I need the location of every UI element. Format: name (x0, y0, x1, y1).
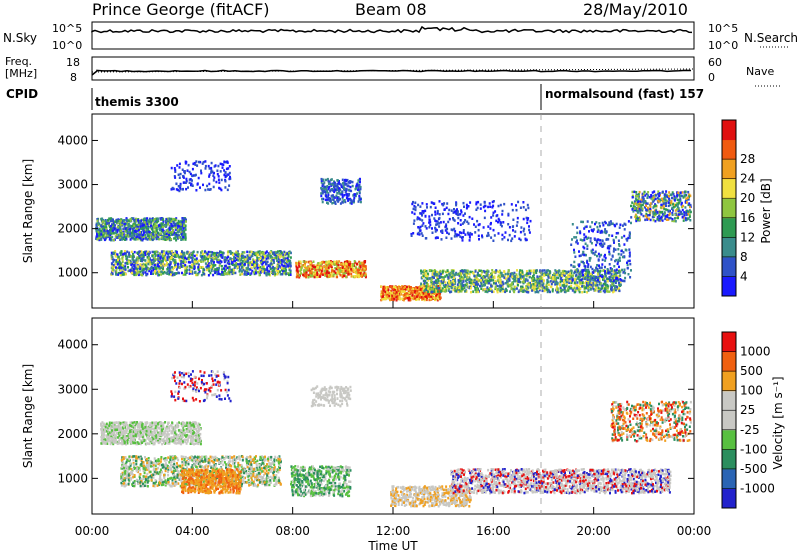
colorbar-swatch (722, 198, 736, 219)
colorbar-tick-label: 12 (740, 230, 755, 244)
beam-title: Beam 08 (355, 0, 427, 19)
power-ylabel: Slant Range [km] (21, 159, 35, 263)
y-tick-label: 2000 (57, 427, 88, 441)
freq-trace (91, 69, 692, 76)
velocity-data-cells (100, 370, 692, 508)
colorbar-tick-label: 100 (740, 384, 763, 398)
y-tick-label: 1000 (57, 266, 88, 280)
power-panel: 1000 2000 3000 4000 Slant Range [km] 4 8 12 16… (21, 113, 773, 309)
power-x-ticks (91, 301, 695, 308)
colorbar-swatch (722, 410, 736, 431)
velocity-ylabel: Slant Range [km] (21, 364, 35, 468)
x-tick-label: 20:00 (576, 524, 611, 538)
x-tick-label: 16:00 (476, 524, 511, 538)
colorbar-swatch (722, 449, 736, 470)
y-tick-label: 1000 (57, 471, 88, 485)
nsearch-tick-top: 10^5 (708, 22, 738, 35)
colorbar-swatch (722, 178, 736, 199)
nave-tick-top: 60 (708, 56, 722, 69)
nsky-tick-bottom: 10^0 (52, 39, 82, 52)
station-title: Prince George (fitACF) (92, 0, 270, 19)
power-colorbar-label: Power [dB] (759, 178, 773, 243)
nsearch-tick-bottom: 10^0 (708, 39, 738, 52)
y-tick-label: 4000 (57, 133, 88, 147)
velocity-colorbar-label: Velocity [m s⁻¹] (771, 376, 785, 469)
date-title: 28/May/2010 (583, 0, 688, 19)
x-tick-label: 00:00 (75, 524, 110, 538)
colorbar-tick-label: 4 (740, 269, 748, 283)
colorbar-swatch (722, 468, 736, 489)
colorbar-tick-label: -1000 (740, 481, 775, 495)
cpid-row: CPID themis 3300 normalsound (fast) 157 (6, 84, 704, 110)
y-tick-label: 3000 (57, 178, 88, 192)
colorbar-swatch (722, 429, 736, 450)
colorbar-swatch (722, 371, 736, 392)
colorbar-swatch (722, 237, 736, 258)
power-colorbar: 4 8 12 16 20 24 28 (721, 119, 755, 297)
x-tick-label: 12:00 (376, 524, 411, 538)
nsky-panel: N.Sky 10^5 10^0 N.Search 10^5 10^0 (3, 21, 798, 52)
power-y-axis: 1000 2000 3000 4000 (57, 133, 694, 280)
velocity-x-axis: 00:00 04:00 08:00 12:00 16:00 20:00 00:00 (75, 507, 712, 538)
colorbar-swatch (722, 217, 736, 238)
colorbar-swatch (722, 488, 736, 509)
x-tick-label: 04:00 (175, 524, 210, 538)
freq-tick-top: 18 (66, 56, 80, 69)
colorbar-tick-label: -500 (740, 462, 767, 476)
colorbar-swatch (722, 332, 736, 353)
y-tick-label: 4000 (57, 338, 88, 352)
x-tick-label: 00:00 (677, 524, 712, 538)
nsky-tick-top: 10^5 (52, 22, 82, 35)
colorbar-swatch (722, 256, 736, 277)
freq-panel: Freq. [MHz] 18 8 Nave 60 0 (5, 55, 780, 87)
colorbar-tick-label: 8 (740, 250, 748, 264)
colorbar-tick-label: -25 (740, 423, 760, 437)
nave-trace (91, 68, 695, 73)
colorbar-swatch (722, 120, 736, 141)
cpid-entry-2: normalsound (fast) 157 (545, 87, 704, 101)
y-tick-label: 3000 (57, 382, 88, 396)
nsky-label: N.Sky (3, 31, 37, 45)
velocity-y-axis: 1000 2000 3000 4000 (57, 338, 694, 485)
x-tick-label: 08:00 (275, 524, 310, 538)
colorbar-swatch (722, 390, 736, 411)
colorbar-tick-label: -100 (740, 442, 767, 456)
colorbar-tick-label: 25 (740, 403, 755, 417)
nave-tick-bottom: 0 (708, 71, 715, 84)
nsearch-label: N.Search (744, 31, 798, 45)
freq-label: Freq. (5, 55, 32, 68)
y-tick-label: 2000 (57, 222, 88, 236)
freq-tick-bottom: 8 (70, 71, 77, 84)
colorbar-tick-label: 500 (740, 364, 763, 378)
colorbar-tick-label: 16 (740, 211, 755, 225)
cpid-entry-1: themis 3300 (95, 95, 179, 109)
colorbar-tick-label: 24 (740, 172, 755, 186)
colorbar-swatch (722, 351, 736, 372)
power-data-cells (95, 160, 692, 302)
nsky-trace (91, 25, 693, 34)
colorbar-tick-label: 1000 (740, 345, 771, 359)
nave-label: Nave (746, 65, 774, 78)
colorbar-swatch (722, 159, 736, 180)
velocity-colorbar: -1000 -500 -100 -25 25 100 500 1000 (721, 331, 775, 509)
colorbar-swatch (722, 276, 736, 297)
colorbar-tick-label: 20 (740, 191, 755, 205)
colorbar-swatch (722, 139, 736, 160)
time-axis-label: Time UT (367, 539, 418, 553)
colorbar-tick-label: 28 (740, 152, 755, 166)
freq-unit-label: [MHz] (5, 67, 37, 80)
cpid-label: CPID (6, 87, 38, 101)
